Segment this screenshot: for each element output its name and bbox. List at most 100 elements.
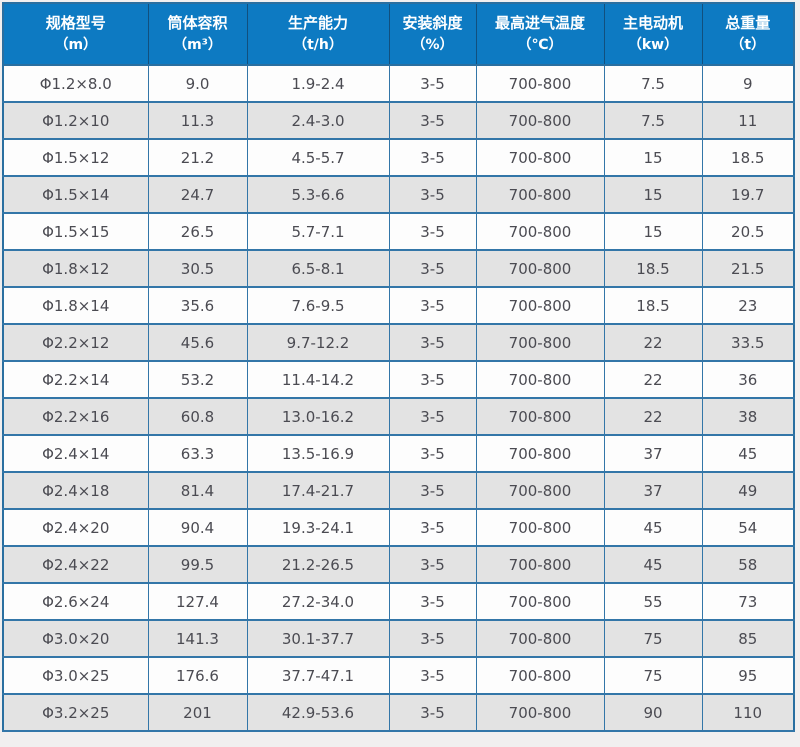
table-cell: 11.3: [147, 101, 248, 140]
table-cell: 7.6-9.5: [246, 286, 390, 325]
table-row: Φ1.2×8.0 9.0 1.9-2.4 3-5 700-800 7.5 9: [2, 64, 795, 103]
header-unit: （kw）: [627, 36, 679, 53]
table-cell: 5.7-7.1: [246, 212, 390, 251]
header-unit: （t/h）: [293, 36, 343, 53]
table-cell: 20.5: [701, 212, 795, 251]
table-row: Φ3.0×25 176.6 37.7-47.1 3-5 700-800 75 95: [2, 656, 795, 695]
table-cell: 110: [701, 693, 795, 732]
table-cell: 45.6: [147, 323, 248, 362]
table-row: Φ2.4×14 63.3 13.5-16.9 3-5 700-800 37 45: [2, 434, 795, 473]
table-cell: 18.5: [603, 286, 703, 325]
table-cell: 700-800: [475, 656, 605, 695]
table-cell: 26.5: [147, 212, 248, 251]
header-main-motor: 主电动机 （kw）: [603, 3, 703, 66]
table-row: Φ2.2×12 45.6 9.7-12.2 3-5 700-800 22 33.5: [2, 323, 795, 362]
table-cell: 63.3: [147, 434, 248, 473]
table-cell: 24.7: [147, 175, 248, 214]
table-cell: Φ3.2×25: [2, 693, 149, 732]
table-body: Φ1.2×8.0 9.0 1.9-2.4 3-5 700-800 7.5 9 Φ1.2×10 1…: [2, 64, 795, 732]
table-cell: Φ2.2×12: [2, 323, 149, 362]
table-cell: 3-5: [388, 656, 477, 695]
header-unit: （%）: [411, 36, 454, 53]
table-cell: 700-800: [475, 323, 605, 362]
table-cell: 700-800: [475, 434, 605, 473]
table-row: Φ3.2×25 201 42.9-53.6 3-5 700-800 90 110: [2, 693, 795, 732]
table-cell: 3-5: [388, 323, 477, 362]
header-title: 最高进气温度: [494, 13, 585, 32]
table-row: Φ2.6×24 127.4 27.2-34.0 3-5 700-800 55 73: [2, 582, 795, 621]
table-cell: 15: [603, 212, 703, 251]
table-cell: 33.5: [701, 323, 795, 362]
table-cell: 700-800: [475, 693, 605, 732]
header-production-capacity: 生产能力 （t/h）: [246, 3, 390, 66]
table-cell: Φ2.4×18: [2, 471, 149, 510]
table-cell: Φ2.6×24: [2, 582, 149, 621]
table-cell: 7.5: [603, 101, 703, 140]
table-cell: Φ3.0×25: [2, 656, 149, 695]
header-row: 规格型号 （m） 筒体容积 （m³） 生产能力 （t/h） 安装斜度 （%） 最…: [2, 3, 795, 66]
table-cell: 42.9-53.6: [246, 693, 390, 732]
table-row: Φ2.2×16 60.8 13.0-16.2 3-5 700-800 22 38: [2, 397, 795, 436]
table-cell: Φ1.2×8.0: [2, 64, 149, 103]
table-cell: 75: [603, 619, 703, 658]
header-unit: （m³）: [173, 36, 222, 53]
table-cell: 700-800: [475, 360, 605, 399]
table-cell: 19.3-24.1: [246, 508, 390, 547]
table-cell: 75: [603, 656, 703, 695]
table-cell: Φ1.5×14: [2, 175, 149, 214]
table-row: Φ2.4×22 99.5 21.2-26.5 3-5 700-800 45 58: [2, 545, 795, 584]
table-cell: 9: [701, 64, 795, 103]
table-cell: 3-5: [388, 286, 477, 325]
header-title: 安装斜度: [402, 13, 463, 32]
table-cell: 30.5: [147, 249, 248, 288]
table-cell: 22: [603, 397, 703, 436]
table-cell: 99.5: [147, 545, 248, 584]
table-cell: 30.1-37.7: [246, 619, 390, 658]
table-cell: 90.4: [147, 508, 248, 547]
table-cell: 17.4-21.7: [246, 471, 390, 510]
table-row: Φ1.2×10 11.3 2.4-3.0 3-5 700-800 7.5 11: [2, 101, 795, 140]
table-cell: 176.6: [147, 656, 248, 695]
table-cell: 38: [701, 397, 795, 436]
table-cell: 7.5: [603, 64, 703, 103]
header-spec-model: 规格型号 （m）: [2, 3, 149, 66]
table-cell: 3-5: [388, 471, 477, 510]
header-title: 主电动机: [622, 13, 683, 32]
table-cell: 90: [603, 693, 703, 732]
table-cell: Φ1.8×12: [2, 249, 149, 288]
header-unit: （℃）: [517, 36, 563, 53]
table-cell: 27.2-34.0: [246, 582, 390, 621]
table-cell: Φ1.5×15: [2, 212, 149, 251]
table-cell: 3-5: [388, 619, 477, 658]
header-installation-slope: 安装斜度 （%）: [388, 3, 477, 66]
table-cell: 58: [701, 545, 795, 584]
table-cell: 35.6: [147, 286, 248, 325]
table-cell: 45: [701, 434, 795, 473]
table-cell: 700-800: [475, 508, 605, 547]
table-row: Φ1.5×15 26.5 5.7-7.1 3-5 700-800 15 20.5: [2, 212, 795, 251]
table-row: Φ1.5×14 24.7 5.3-6.6 3-5 700-800 15 19.7: [2, 175, 795, 214]
table-cell: 700-800: [475, 249, 605, 288]
header-title: 规格型号: [45, 13, 106, 32]
table-cell: 700-800: [475, 397, 605, 436]
table-cell: 127.4: [147, 582, 248, 621]
table-cell: 37: [603, 471, 703, 510]
table-cell: 141.3: [147, 619, 248, 658]
table-cell: 85: [701, 619, 795, 658]
table-cell: 81.4: [147, 471, 248, 510]
table-cell: 13.5-16.9: [246, 434, 390, 473]
table-cell: 3-5: [388, 545, 477, 584]
table-cell: 700-800: [475, 545, 605, 584]
table-cell: 54: [701, 508, 795, 547]
table-cell: 3-5: [388, 249, 477, 288]
table-cell: Φ3.0×20: [2, 619, 149, 658]
table-cell: 18.5: [603, 249, 703, 288]
table-cell: Φ2.2×14: [2, 360, 149, 399]
table-cell: 3-5: [388, 101, 477, 140]
table-cell: 15: [603, 138, 703, 177]
table-cell: Φ1.5×12: [2, 138, 149, 177]
table-cell: 3-5: [388, 212, 477, 251]
table-cell: 700-800: [475, 175, 605, 214]
table-cell: 21.2-26.5: [246, 545, 390, 584]
table-cell: 73: [701, 582, 795, 621]
